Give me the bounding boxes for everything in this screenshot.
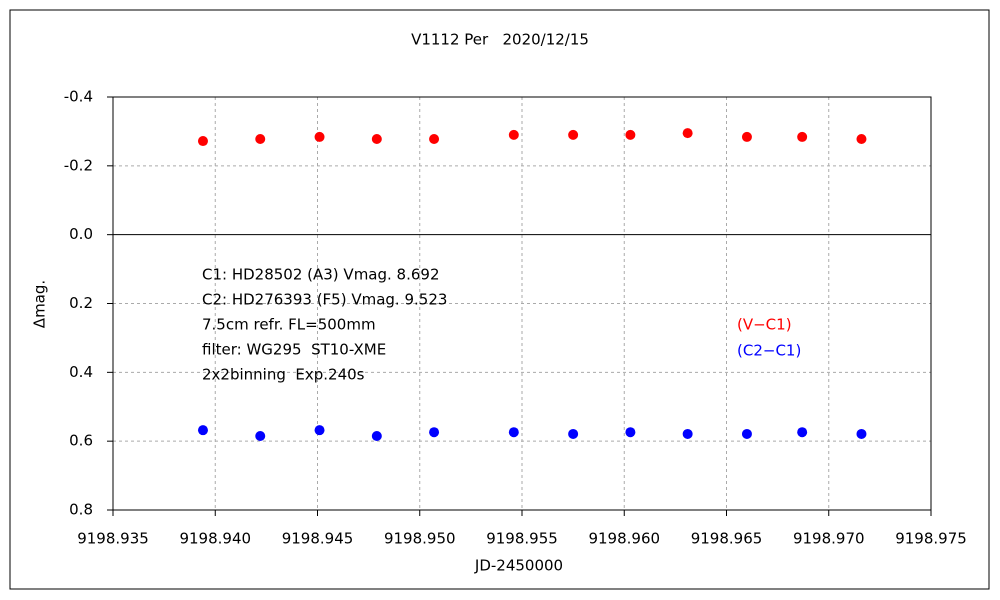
plot-area [112, 96, 932, 511]
data-point [255, 431, 266, 442]
x-tick-label: 9198.965 [691, 530, 763, 548]
annotation: C2: HD276393 (F5) Vmag. 9.523 [202, 291, 447, 309]
data-point [625, 129, 636, 140]
data-point [856, 428, 867, 439]
data-point [625, 427, 636, 438]
y-tick-label: 0.0 [69, 225, 93, 243]
x-tick-label: 9198.950 [384, 530, 456, 548]
x-tick-label: 9198.945 [282, 530, 354, 548]
y-tick-label: -0.4 [64, 88, 93, 106]
data-point [429, 133, 440, 144]
data-point [682, 128, 693, 139]
data-point [314, 131, 325, 142]
x-tick-label: 9198.970 [793, 530, 865, 548]
data-point [314, 425, 325, 436]
data-point [255, 133, 266, 144]
x-tick-label: 9198.960 [588, 530, 660, 548]
data-point [508, 427, 519, 438]
data-point [197, 136, 208, 147]
data-point [856, 133, 867, 144]
data-point [508, 129, 519, 140]
x-tick-label: 9198.955 [486, 530, 558, 548]
annotation: 7.5cm refr. FL=500mm [202, 316, 376, 334]
y-axis-label: Δmag. [31, 280, 49, 328]
data-point [568, 129, 579, 140]
data-point [682, 428, 693, 439]
data-point [371, 133, 382, 144]
chart-title: V1112 Per 2020/12/15 [411, 31, 589, 49]
legend-label: (V−C1) [737, 316, 792, 334]
x-tick-label: 9198.940 [179, 530, 251, 548]
x-tick-label: 9198.975 [895, 530, 967, 548]
x-tick-label: 9198.935 [77, 530, 149, 548]
chart-frame [9, 9, 990, 590]
data-point [568, 428, 579, 439]
y-tick-label: 0.2 [69, 294, 93, 312]
annotation: filter: WG295 ST10-XME [202, 341, 386, 359]
y-tick-label: 0.6 [69, 432, 93, 450]
data-point [197, 425, 208, 436]
y-tick-label: 0.4 [69, 363, 93, 381]
data-point [371, 431, 382, 442]
data-point [741, 428, 752, 439]
x-axis-label: JD-2450000 [474, 557, 563, 575]
y-tick-label: 0.8 [69, 501, 93, 519]
data-point [797, 427, 808, 438]
legend-label: (C2−C1) [737, 342, 801, 360]
data-point [797, 131, 808, 142]
y-tick-label: -0.2 [64, 156, 93, 174]
data-point [741, 131, 752, 142]
annotation: C1: HD28502 (A3) Vmag. 8.692 [202, 266, 440, 284]
annotation: 2x2binning Exp.240s [202, 366, 365, 384]
data-point [429, 427, 440, 438]
